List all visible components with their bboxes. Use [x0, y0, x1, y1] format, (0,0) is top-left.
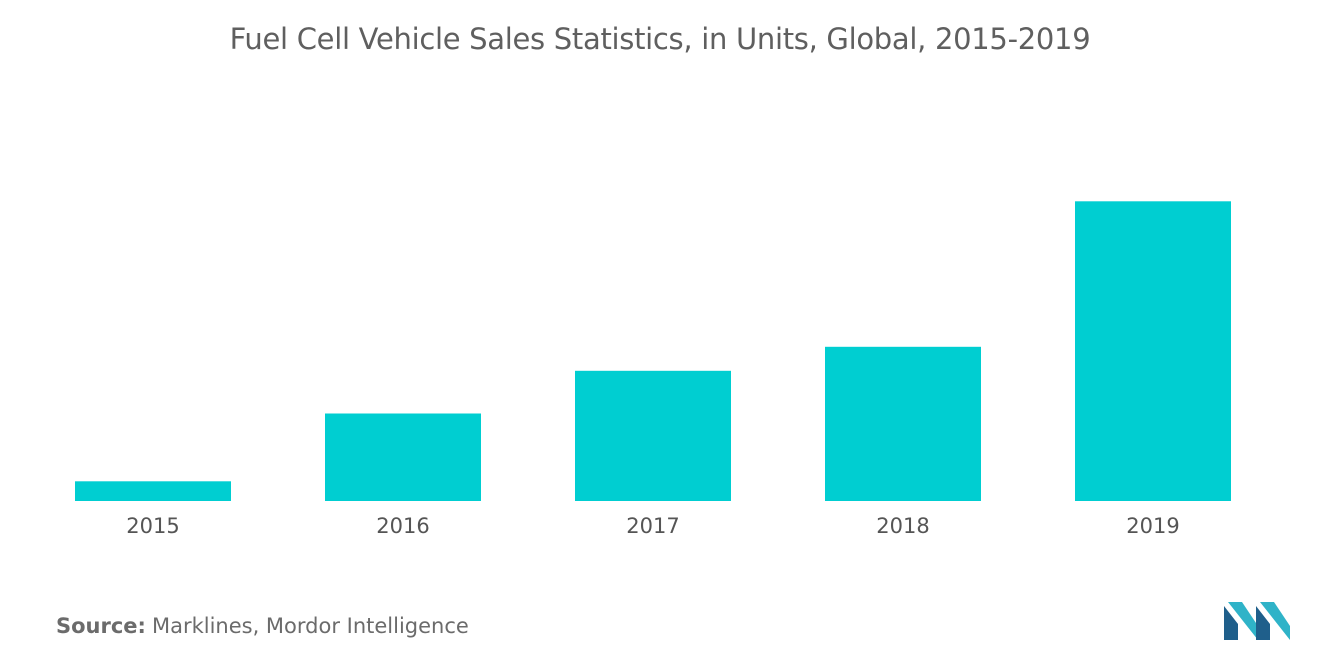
- bars-group: [75, 201, 1231, 502]
- source-label: Source:: [56, 614, 146, 638]
- logo-shape-mid-left: [1228, 602, 1258, 640]
- x-axis-tick-labels: 2015 2016 2017 2018 2019: [126, 514, 1179, 538]
- x-tick-label-2019: 2019: [1126, 514, 1179, 538]
- chart-title: Fuel Cell Vehicle Sales Statistics, in U…: [229, 22, 1091, 56]
- x-tick-label-2017: 2017: [626, 514, 679, 538]
- x-tick-label-2018: 2018: [876, 514, 929, 538]
- bar-2015: [75, 481, 231, 501]
- mordor-intelligence-logo: [1224, 602, 1290, 640]
- bar-2018: [825, 346, 981, 501]
- source-note: Source: Marklines, Mordor Intelligence: [56, 614, 469, 638]
- bar-2016: [325, 413, 481, 501]
- logo-shape-right: [1260, 602, 1290, 640]
- bar-2017: [575, 370, 731, 501]
- logo-shape-mid-right: [1256, 606, 1270, 640]
- x-tick-label-2015: 2015: [126, 514, 179, 538]
- bar-2019: [1075, 201, 1231, 502]
- logo-shape-left: [1224, 606, 1238, 640]
- source-text: Marklines, Mordor Intelligence: [151, 614, 469, 638]
- x-tick-label-2016: 2016: [376, 514, 429, 538]
